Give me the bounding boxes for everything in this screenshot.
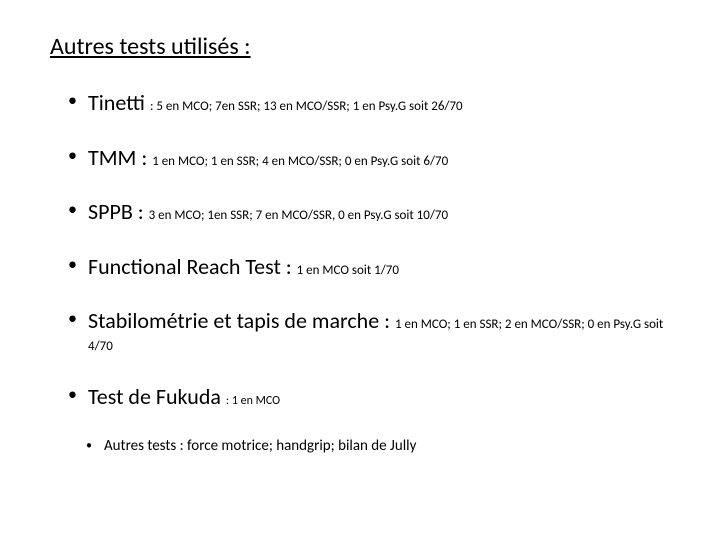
list-item: Tinetti : 5 en MCO; 7en SSR; 13 en MCO/S… [68,89,670,118]
item-main: Stabilométrie et tapis de marche : [88,307,395,334]
item-detail: : 1 en MCO [226,394,280,408]
list-item: TMM : 1 en MCO; 1 en SSR; 4 en MCO/SSR; … [68,144,670,173]
sub-list-item: Autres tests : force motrice; handgrip; … [86,437,670,455]
list-item: SPPB : 3 en MCO; 1en SSR; 7 en MCO/SSR, … [68,198,670,227]
list-item: Functional Reach Test : 1 en MCO soit 1/… [68,253,670,282]
bullet-list: Tinetti : 5 en MCO; 7en SSR; 13 en MCO/S… [50,89,670,411]
item-detail: : 5 en MCO; 7en SSR; 13 en MCO/SSR; 1 en… [150,99,463,114]
list-item: Stabilométrie et tapis de marche : 1 en … [68,307,670,356]
list-item: Test de Fukuda : 1 en MCO [68,383,670,412]
item-detail: 1 en MCO; 1 en SSR; 4 en MCO/SSR; 0 en P… [152,154,448,169]
item-main: TMM : [88,144,152,171]
item-detail: 3 en MCO; 1en SSR; 7 en MCO/SSR, 0 en Ps… [149,208,448,223]
item-main: Functional Reach Test : [88,253,297,280]
item-main: Tinetti [88,89,150,116]
item-detail: 1 en MCO soit 1/70 [297,263,399,278]
slide-title: Autres tests utilisés : [50,32,670,61]
item-main: Test de Fukuda [88,383,226,410]
item-main: SPPB : [88,198,149,225]
sub-bullet-list: Autres tests : force motrice; handgrip; … [50,437,670,455]
